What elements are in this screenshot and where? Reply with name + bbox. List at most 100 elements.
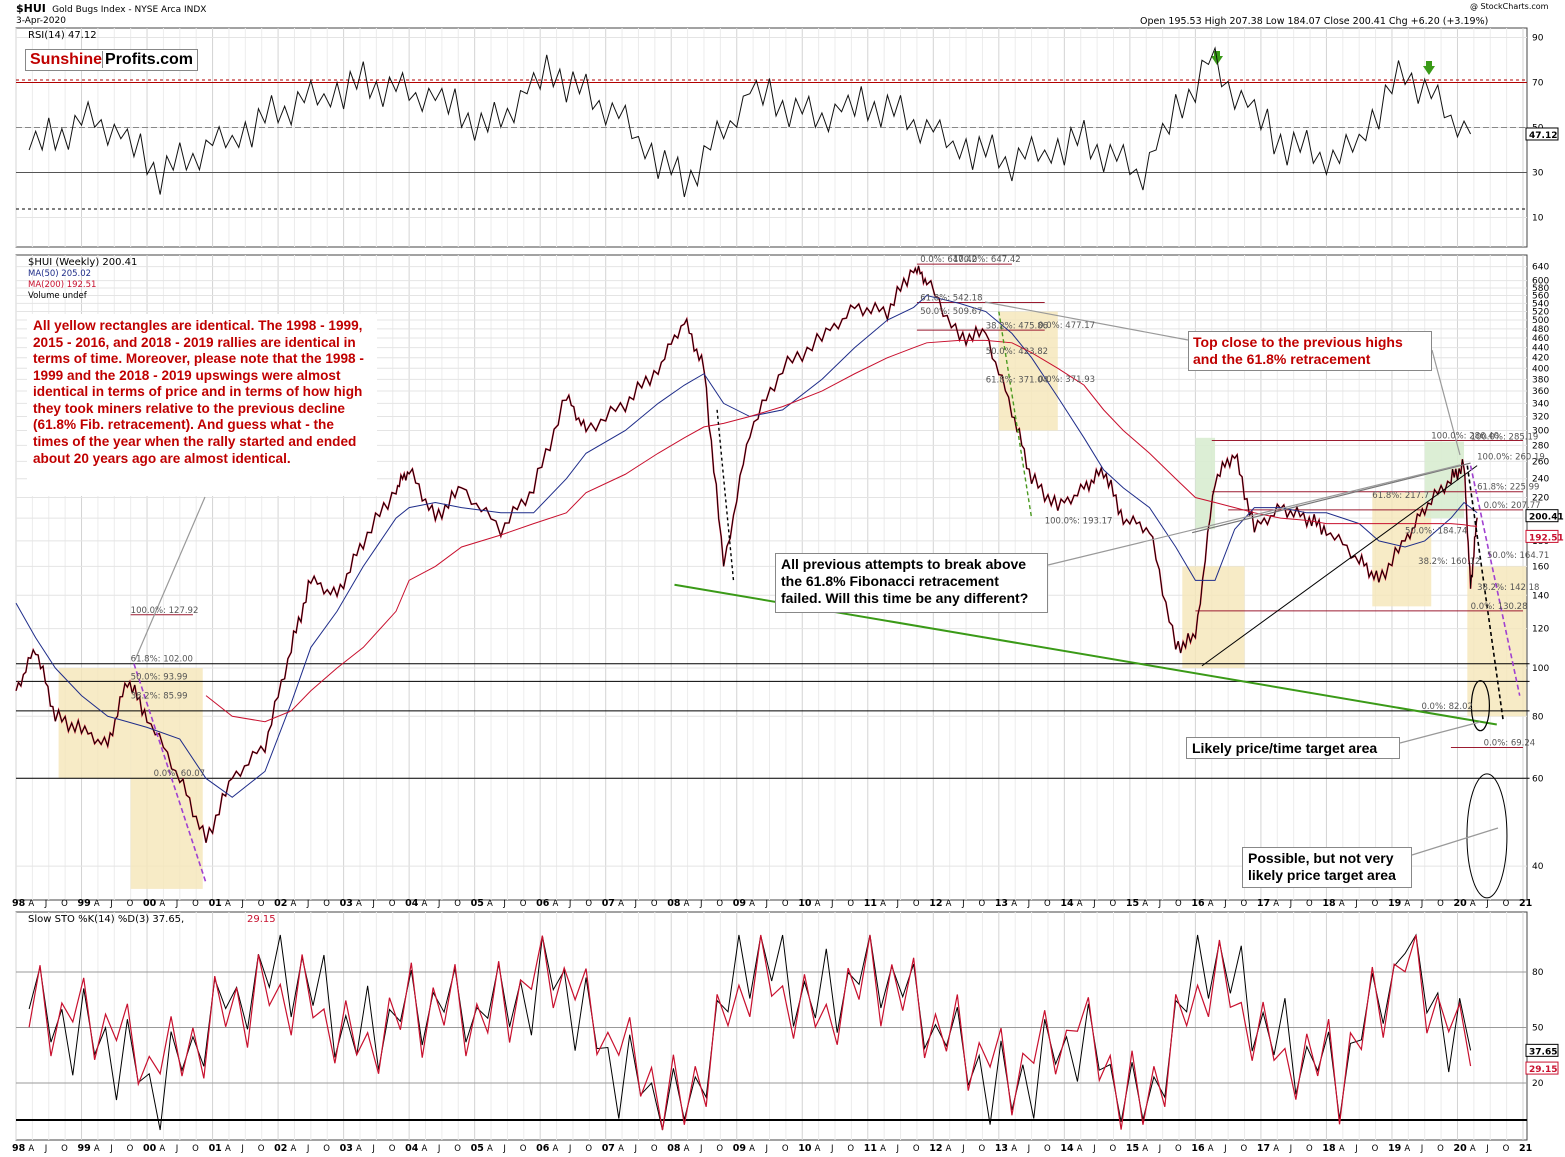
price-tick: 40: [1532, 862, 1544, 872]
x-tick: A: [290, 1144, 296, 1154]
price-tick: 640: [1532, 263, 1549, 273]
x-tick: O: [847, 1144, 854, 1154]
x-tick: 06: [536, 1143, 550, 1154]
callout-pointer-1: [134, 496, 206, 661]
x-tick: O: [913, 1144, 920, 1154]
x-tick: A: [1142, 1144, 1148, 1154]
price-tick: 320: [1532, 413, 1549, 423]
panel-frame-2: [15, 911, 1528, 1141]
sto-tick: 20: [1532, 1079, 1544, 1089]
x-tick: O: [389, 899, 396, 909]
fib-label: 38.2%: 142.18: [1477, 583, 1539, 593]
price-tick: 600: [1532, 277, 1549, 287]
x-tick: 03: [340, 1143, 353, 1154]
price-tick: 360: [1532, 387, 1549, 397]
x-tick: O: [258, 899, 265, 909]
x-tick: 15: [1126, 1143, 1139, 1154]
x-tick: A: [422, 899, 428, 909]
x-tick: A: [422, 1144, 428, 1154]
x-tick: A: [815, 899, 821, 909]
price-tick: 160: [1532, 562, 1549, 572]
x-tick: A: [94, 1144, 100, 1154]
price-legend-3: Volume undef: [28, 291, 88, 301]
x-tick: A: [749, 899, 755, 909]
x-tick: J: [306, 1144, 310, 1154]
fib-label: 100.0%: 193.17: [1045, 517, 1113, 527]
x-tick: O: [1372, 1144, 1379, 1154]
yellow-box-3: [1182, 566, 1245, 669]
x-tick: A: [225, 1144, 231, 1154]
x-tick: 98: [12, 898, 26, 909]
x-tick: J: [1223, 1144, 1227, 1154]
x-tick: 18: [1322, 898, 1336, 909]
chart-date: 3-Apr-2020: [16, 16, 66, 26]
fib-label: 100.0%: 286.40: [1431, 432, 1499, 442]
x-tick: 20: [1453, 898, 1467, 909]
x-tick: J: [1027, 1144, 1031, 1154]
x-tick: 20: [1453, 1143, 1467, 1154]
price-tag: 200.41: [1529, 513, 1564, 523]
x-tick: 05: [471, 898, 484, 909]
fib-attempts-note: All previous attempts to break above the…: [775, 553, 1048, 613]
x-tick: J: [568, 1144, 572, 1154]
x-tick: J: [1223, 899, 1227, 909]
x-tick: O: [323, 1144, 330, 1154]
x-tick: A: [356, 1144, 362, 1154]
x-tick: A: [815, 1144, 821, 1154]
index-name: Gold Bugs Index - NYSE Arca INDX: [52, 5, 207, 15]
price-tick: 560: [1532, 292, 1549, 302]
x-tick: A: [28, 899, 34, 909]
x-tick: A: [225, 899, 231, 909]
fib-label: 100.0%: 647.42: [953, 255, 1021, 265]
rsi-label: RSI(14) 47.12: [28, 30, 97, 41]
rsi-value-tag: 47.12: [1529, 131, 1557, 141]
fib-label: 61.8%: 217.7: [1372, 491, 1429, 501]
sto-label-part1: Slow STO %K(14) %D(3) 37.65,: [28, 914, 184, 925]
rsi-value-tag-box: [1525, 127, 1559, 141]
x-tick: J: [961, 899, 965, 909]
x-tick: J: [1027, 899, 1031, 909]
fib-label: 100.0%: 285.19: [1471, 432, 1539, 442]
x-tick: J: [1354, 899, 1358, 909]
x-tick: J: [1420, 899, 1424, 909]
price-tick: 380: [1532, 375, 1549, 385]
x-tick: 12: [929, 1143, 942, 1154]
x-tick: 06: [536, 898, 550, 909]
x-tick: A: [1404, 899, 1410, 909]
x-tick: A: [1470, 899, 1476, 909]
x-tick: 17: [1257, 898, 1270, 909]
x-tick: O: [847, 899, 854, 909]
x-tick: A: [1273, 899, 1279, 909]
x-tick: J: [1485, 899, 1489, 909]
x-tick: 99: [78, 898, 91, 909]
x-tick: J: [1158, 899, 1162, 909]
price-tick: 100: [1532, 664, 1549, 674]
x-tick: 08: [667, 1143, 681, 1154]
price-legend-2: MA(200) 192.51: [28, 280, 96, 290]
x-tick: 10: [798, 898, 812, 909]
price-tick: 580: [1532, 284, 1549, 294]
x-tick: O: [782, 899, 789, 909]
x-tick: O: [389, 1144, 396, 1154]
fib-label: 0.0%: 371.93: [1038, 375, 1095, 385]
x-tick: 12: [929, 898, 942, 909]
x-tick: 09: [733, 898, 746, 909]
green-arrow-1: [1423, 66, 1435, 75]
price-tag-box: [1525, 509, 1559, 523]
x-tick: J: [437, 1144, 441, 1154]
x-tick: A: [159, 899, 165, 909]
chart-header: $HUI Gold Bugs Index - NYSE Arca INDX: [16, 2, 206, 15]
rsi-tick: 90: [1532, 34, 1544, 44]
x-tick: O: [1241, 899, 1248, 909]
x-tick: J: [765, 1144, 769, 1154]
x-tick: 00: [143, 898, 157, 909]
x-tick: 16: [1191, 898, 1205, 909]
x-tick: A: [1339, 899, 1345, 909]
x-tick: 04: [405, 1143, 419, 1154]
x-tick: 00: [143, 1143, 157, 1154]
x-tick: 21: [1519, 898, 1532, 909]
rising-resistance: [1191, 462, 1471, 534]
x-tick: O: [716, 899, 723, 909]
series-sto-d: [28, 934, 1472, 1131]
x-tick: O: [61, 1144, 68, 1154]
